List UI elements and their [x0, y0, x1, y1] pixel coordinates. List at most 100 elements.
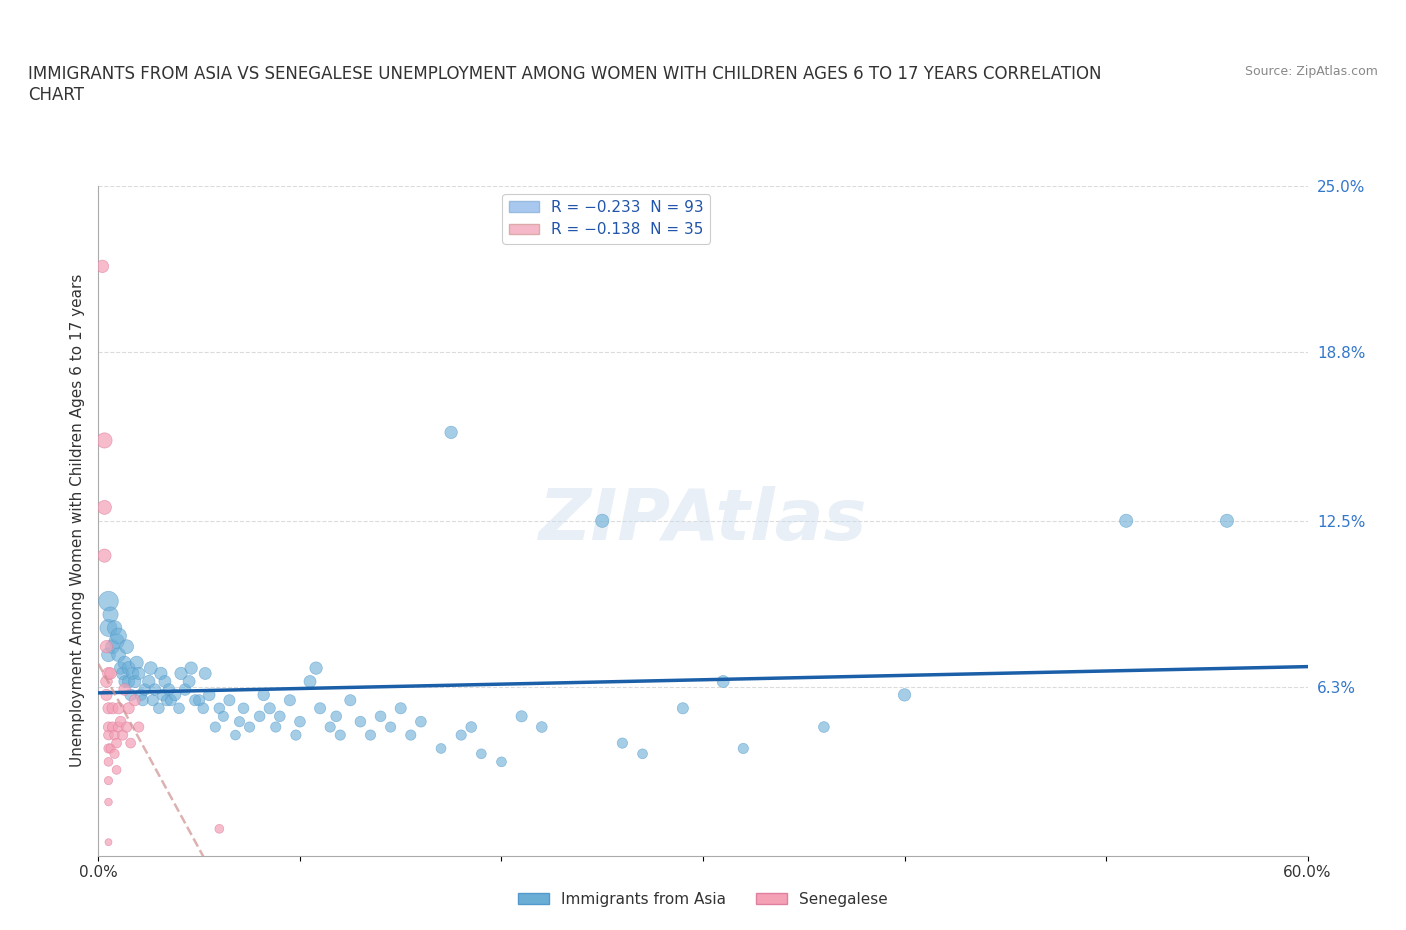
Point — [299, 674, 322, 689]
Point — [224, 727, 246, 742]
Point — [153, 674, 176, 689]
Point — [96, 687, 118, 702]
Point — [97, 593, 120, 608]
Legend: Immigrants from Asia, Senegalese: Immigrants from Asia, Senegalese — [512, 886, 894, 913]
Point — [134, 682, 156, 697]
Text: Source: ZipAtlas.com: Source: ZipAtlas.com — [1244, 65, 1378, 78]
Point — [430, 741, 453, 756]
Point — [163, 687, 186, 702]
Point — [232, 701, 254, 716]
Point — [530, 720, 553, 735]
Point — [124, 693, 146, 708]
Point — [91, 259, 114, 273]
Point — [152, 687, 174, 702]
Point — [339, 693, 361, 708]
Point — [129, 687, 152, 702]
Point — [115, 639, 138, 654]
Point — [110, 660, 132, 675]
Point — [97, 701, 120, 716]
Point — [107, 629, 129, 644]
Point — [114, 674, 136, 689]
Point — [1216, 513, 1239, 528]
Point — [97, 647, 120, 662]
Point — [208, 701, 231, 716]
Point — [157, 682, 180, 697]
Point — [107, 720, 129, 735]
Point — [105, 736, 128, 751]
Point — [711, 674, 734, 689]
Point — [111, 666, 134, 681]
Point — [97, 794, 120, 809]
Point — [612, 736, 634, 751]
Point — [93, 548, 115, 563]
Point — [399, 727, 422, 742]
Point — [96, 639, 118, 654]
Point — [228, 714, 250, 729]
Point — [208, 821, 231, 836]
Point — [470, 747, 492, 762]
Point — [284, 727, 307, 742]
Point — [249, 709, 271, 724]
Point — [103, 727, 125, 742]
Point — [149, 666, 172, 681]
Point — [194, 666, 217, 681]
Point — [218, 693, 240, 708]
Point — [212, 709, 235, 724]
Point — [97, 720, 120, 735]
Point — [103, 620, 125, 635]
Point — [631, 747, 654, 762]
Point — [269, 709, 291, 724]
Point — [389, 701, 412, 716]
Point — [124, 674, 146, 689]
Point — [491, 754, 513, 769]
Point — [319, 720, 342, 735]
Point — [97, 835, 120, 850]
Point — [143, 682, 166, 697]
Point — [97, 741, 120, 756]
Point — [128, 666, 150, 681]
Point — [105, 763, 128, 777]
Point — [121, 666, 143, 681]
Point — [204, 720, 226, 735]
Point — [193, 701, 215, 716]
Point — [120, 687, 142, 702]
Point — [114, 656, 136, 671]
Point — [180, 660, 202, 675]
Point — [460, 720, 482, 735]
Point — [101, 720, 124, 735]
Point — [672, 701, 695, 716]
Point — [160, 693, 183, 708]
Point — [107, 701, 129, 716]
Point — [96, 674, 118, 689]
Point — [114, 682, 136, 697]
Point — [128, 720, 150, 735]
Point — [259, 701, 281, 716]
Point — [253, 687, 276, 702]
Point — [115, 720, 138, 735]
Point — [93, 433, 115, 448]
Point — [97, 666, 120, 681]
Point — [107, 647, 129, 662]
Point — [97, 727, 120, 742]
Y-axis label: Unemployment Among Women with Children Ages 6 to 17 years: Unemployment Among Women with Children A… — [69, 274, 84, 767]
Point — [118, 701, 141, 716]
Point — [97, 773, 120, 788]
Point — [188, 693, 211, 708]
Point — [132, 693, 155, 708]
Point — [450, 727, 472, 742]
Point — [118, 674, 141, 689]
Point — [103, 747, 125, 762]
Point — [105, 634, 128, 649]
Point — [138, 674, 160, 689]
Point — [184, 693, 207, 708]
Legend: R = −0.233  N = 93, R = −0.138  N = 35: R = −0.233 N = 93, R = −0.138 N = 35 — [502, 193, 710, 244]
Text: ZIPAtlas: ZIPAtlas — [538, 486, 868, 555]
Point — [409, 714, 432, 729]
Point — [239, 720, 262, 735]
Point — [110, 714, 132, 729]
Point — [370, 709, 392, 724]
Point — [1115, 513, 1137, 528]
Point — [97, 620, 120, 635]
Point — [97, 754, 120, 769]
Point — [101, 701, 124, 716]
